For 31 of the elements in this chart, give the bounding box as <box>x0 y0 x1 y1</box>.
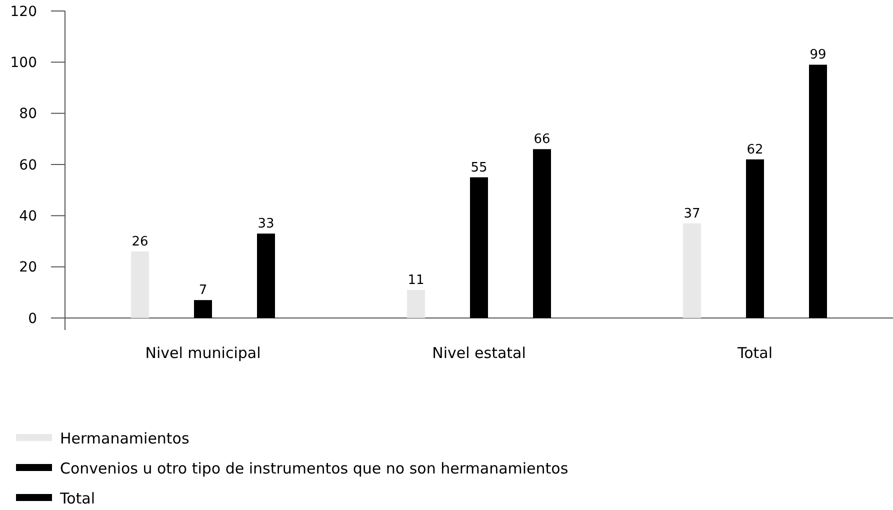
bar <box>533 149 551 318</box>
bar <box>194 300 212 318</box>
data-label: 7 <box>198 283 208 298</box>
bar <box>746 159 764 318</box>
y-tick-label: 120 <box>10 4 37 20</box>
y-tick-label: 20 <box>19 260 37 276</box>
legend-label: Hermanamientos <box>60 429 190 448</box>
bar <box>809 64 827 318</box>
data-label: 37 <box>684 206 700 222</box>
bar <box>470 177 488 318</box>
y-tick-label: 60 <box>19 157 37 174</box>
bar <box>407 290 425 318</box>
data-label: 66 <box>534 132 550 148</box>
bar <box>131 251 149 318</box>
legend-label: Convenios u otro tipo de instrumentos que no son hermanamientos <box>60 459 568 478</box>
data-label: 33 <box>258 216 274 232</box>
data-label: 62 <box>746 142 764 158</box>
y-tick-label: 40 <box>19 208 37 225</box>
legend-label: Total <box>59 489 96 508</box>
data-label: 26 <box>132 234 148 250</box>
y-tick-label: 100 <box>10 55 37 72</box>
bar <box>257 234 275 318</box>
bar <box>683 223 701 318</box>
x-tick-label: Total <box>736 344 773 362</box>
x-tick-label: Nivel municipal <box>145 344 261 362</box>
data-label: 11 <box>408 272 424 288</box>
data-label: 55 <box>470 160 488 176</box>
data-label: 99 <box>810 48 826 63</box>
y-tick-label: 80 <box>19 106 37 122</box>
x-tick-label: Nivel estatal <box>432 344 526 362</box>
y-tick-label: 0 <box>28 310 37 327</box>
